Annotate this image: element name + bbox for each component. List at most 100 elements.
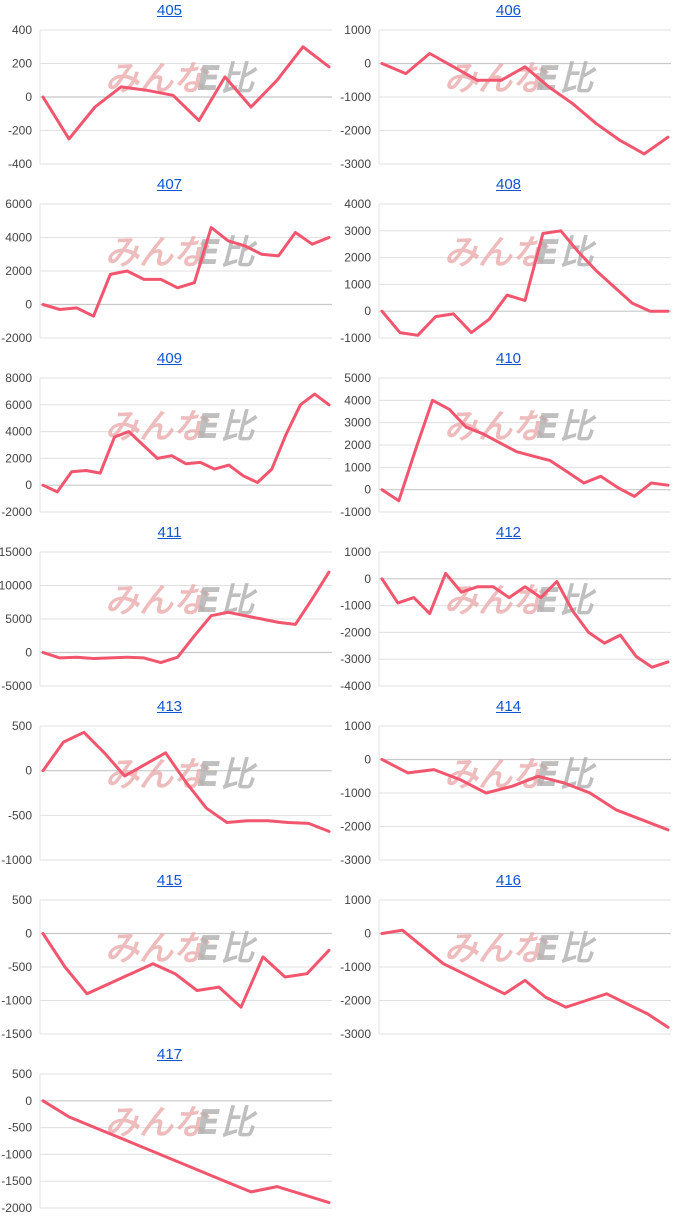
y-tick-label: -1000 — [1, 1147, 32, 1161]
y-tick-label: -500 — [8, 1121, 32, 1135]
y-tick-label: 15000 — [0, 545, 32, 559]
chart-title-link[interactable]: 416 — [495, 872, 522, 889]
chart-panel-414: 414 1000 0 -1000 -2000 -3000 みんな E比 — [339, 696, 678, 870]
chart-title-link[interactable]: 408 — [495, 176, 522, 193]
svg-text:E比: E比 — [197, 929, 258, 969]
svg-text:みんな: みんな — [105, 1103, 210, 1143]
series-line — [380, 229, 670, 337]
chart-title-link[interactable]: 415 — [156, 872, 183, 889]
series-line — [41, 730, 331, 833]
y-tick-label: 0 — [25, 764, 32, 778]
y-tick-label: -3000 — [340, 157, 371, 171]
y-tick-label: 500 — [12, 719, 32, 733]
y-tick-label: 0 — [25, 1094, 32, 1108]
y-tick-label: -1000 — [340, 599, 371, 613]
chart-title-link[interactable]: 409 — [156, 350, 183, 367]
chart-title-link[interactable]: 406 — [495, 2, 522, 19]
y-tick-label: 8000 — [5, 371, 32, 385]
y-tick-label: 0 — [364, 572, 371, 586]
y-tick-label: 0 — [364, 927, 371, 941]
y-tick-label: -3000 — [340, 1027, 371, 1041]
y-tick-label: -400 — [8, 157, 32, 171]
svg-text:E比: E比 — [197, 1103, 258, 1143]
chart-title-link[interactable]: 410 — [495, 350, 522, 367]
y-tick-label: 0 — [364, 483, 371, 497]
y-tick-label: 0 — [364, 304, 371, 318]
y-tick-label: 10000 — [0, 579, 32, 593]
svg-text:みんな: みんな — [444, 929, 549, 969]
y-tick-label: 6000 — [5, 197, 32, 211]
chart-title-link[interactable]: 417 — [156, 1046, 183, 1063]
y-tick-label: -2000 — [1, 505, 32, 519]
y-tick-label: 0 — [25, 90, 32, 104]
svg-text:みんな: みんな — [444, 755, 549, 795]
series-line — [41, 1099, 331, 1205]
series-line — [41, 392, 331, 494]
chart-panel-405: 405 400 200 0 -200 -400 みんな E比 — [0, 0, 339, 174]
svg-text:E比: E比 — [197, 755, 258, 795]
y-tick-label: -500 — [8, 960, 32, 974]
svg-text:E比: E比 — [536, 59, 597, 99]
y-tick-label: 0 — [25, 927, 32, 941]
chart-panel-411: 411 15000 10000 5000 0 -5000 みんな E比 — [0, 522, 339, 696]
y-tick-label: 6000 — [5, 398, 32, 412]
y-tick-label: 3000 — [344, 416, 371, 430]
chart-panel-409: 409 8000 6000 4000 2000 0 -2000 みんな E比 — [0, 348, 339, 522]
chart-title-link[interactable]: 414 — [495, 698, 522, 715]
chart-panel-413: 413 500 0 -500 -1000 みんな E比 — [0, 696, 339, 870]
y-tick-label: -2000 — [340, 820, 371, 834]
y-tick-label: -1500 — [1, 1027, 32, 1041]
svg-text:みんな: みんな — [444, 581, 549, 621]
chart-title-link[interactable]: 412 — [495, 524, 522, 541]
y-tick-label: 0 — [25, 478, 32, 492]
y-tick-label: -1500 — [1, 1174, 32, 1188]
y-tick-label: -200 — [8, 124, 32, 138]
chart-panel-408: 408 4000 3000 2000 1000 0 -1000 みんな E比 — [339, 174, 678, 348]
y-tick-label: 500 — [12, 893, 32, 907]
y-tick-label: -4000 — [340, 679, 371, 693]
series-line — [41, 226, 331, 318]
svg-text:みんな: みんな — [105, 581, 210, 621]
chart-panel-416: 416 1000 0 -1000 -2000 -3000 みんな E比 — [339, 870, 678, 1044]
svg-text:みんな: みんな — [105, 407, 210, 447]
y-tick-label: -2000 — [340, 994, 371, 1008]
series-line — [41, 45, 331, 141]
series-line — [380, 758, 670, 832]
y-tick-label: 2000 — [344, 438, 371, 452]
svg-text:E比: E比 — [197, 407, 258, 447]
chart-panel-412: 412 1000 0 -1000 -2000 -3000 -4000 みんな E比 — [339, 522, 678, 696]
y-tick-label: 0 — [364, 57, 371, 71]
chart-panel-417: 417 500 0 -500 -1000 -1500 -2000 みんな E比 — [0, 1044, 339, 1218]
y-tick-label: 5000 — [5, 612, 32, 626]
y-tick-label: 5000 — [344, 371, 371, 385]
y-tick-label: -3000 — [340, 652, 371, 666]
chart-title-link[interactable]: 413 — [156, 698, 183, 715]
chart-panel-406: 406 1000 0 -1000 -2000 -3000 みんな E比 — [339, 0, 678, 174]
chart-title-link[interactable]: 407 — [156, 176, 183, 193]
chart-panel-407: 407 6000 4000 2000 0 -2000 みんな E比 — [0, 174, 339, 348]
y-tick-label: 1000 — [344, 719, 371, 733]
y-tick-label: 2000 — [5, 264, 32, 278]
chart-title-link[interactable]: 405 — [156, 2, 183, 19]
svg-text:みんな: みんな — [444, 233, 549, 273]
chart-title-link[interactable]: 411 — [157, 524, 182, 541]
svg-text:E比: E比 — [536, 755, 597, 795]
svg-text:みんな: みんな — [105, 755, 210, 795]
chart-panel-410: 410 5000 4000 3000 2000 1000 0 -1000 みんな E比 — [339, 348, 678, 522]
y-tick-label: -1000 — [340, 786, 371, 800]
y-tick-label: 4000 — [344, 197, 371, 211]
